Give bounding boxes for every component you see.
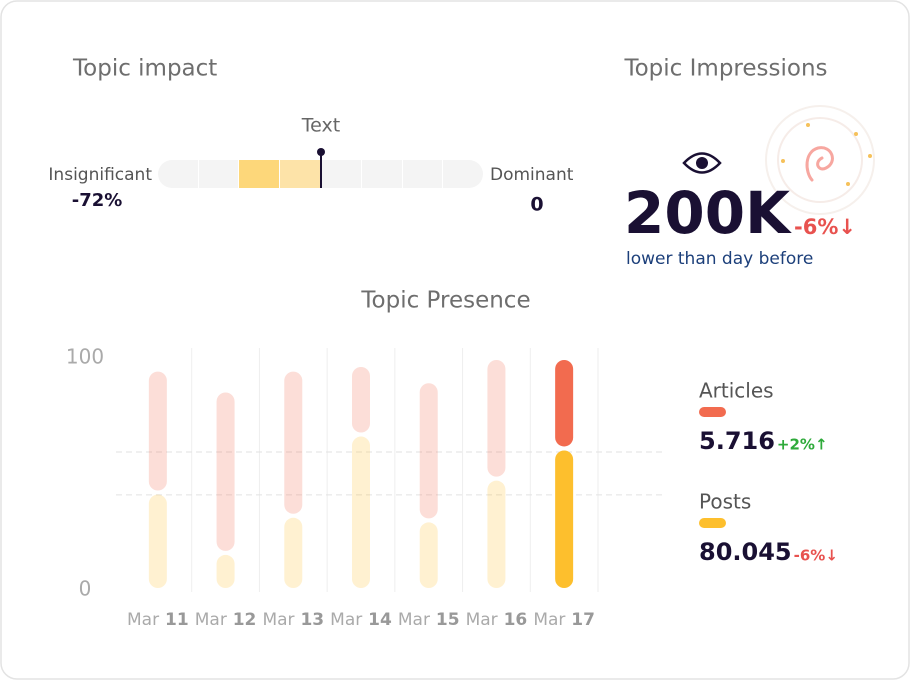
x-tick-label: Mar 12 [195,610,257,630]
bar-segment [284,517,303,588]
impressions-note: lower than day before [626,249,813,269]
bar-segment [352,366,370,433]
bar-segment [216,554,235,588]
legend-name: Articles [699,379,774,403]
x-tick-label: Mar 15 [398,610,460,630]
impact-scale [158,160,483,188]
eye-icon [682,152,722,174]
y-tick-label: 0 [79,577,92,601]
impact-max-value: 0 [530,194,543,216]
legend-change: -6%↓ [794,547,838,565]
x-tick-label: Mar 14 [330,610,392,630]
legend-total: 5.716 [699,427,775,455]
x-tick-label: Mar 11 [127,610,189,630]
bar-segment [419,383,438,519]
bar-segment [216,392,235,551]
logo [765,105,875,215]
x-tick-label: Mar 16 [466,610,528,630]
legend-total: 80.045 [699,538,792,566]
impact-min-label: Insignificant [48,165,152,185]
chart-title: Topic Presence [360,288,530,314]
legend-swatch [699,518,726,528]
impressions-change: -6%↓ [794,215,856,239]
y-tick-label: 100 [66,345,104,369]
bar-segment [487,360,506,477]
impact-marker-label: Text [301,115,340,137]
bar-segment [284,371,303,514]
x-tick-label: Mar 17 [533,610,595,630]
legend-name: Posts [699,490,751,514]
chart: 0 100 Mar 11 Mar 12 Mar 13 Mar 14 Mar 15 Mar 16… [66,345,838,631]
x-tick-label: Mar 13 [262,610,324,630]
bar-segment [148,494,167,588]
bar-segment [352,436,370,588]
bar-segment [419,522,438,588]
legend-change: +2%↑ [777,436,828,454]
bar-segment [487,480,506,588]
impact-min-value: -72% [72,190,123,211]
bar-segment [555,360,574,447]
bar-segment [555,450,574,588]
impact-title: Topic impact [72,56,217,82]
impact-max-label: Dominant [490,165,574,185]
impressions-title: Topic Impressions [623,56,827,82]
impressions-value: 200K [624,179,792,247]
bar-segment [148,371,167,491]
legend-swatch [699,407,726,417]
impact-marker-dot [317,148,325,156]
